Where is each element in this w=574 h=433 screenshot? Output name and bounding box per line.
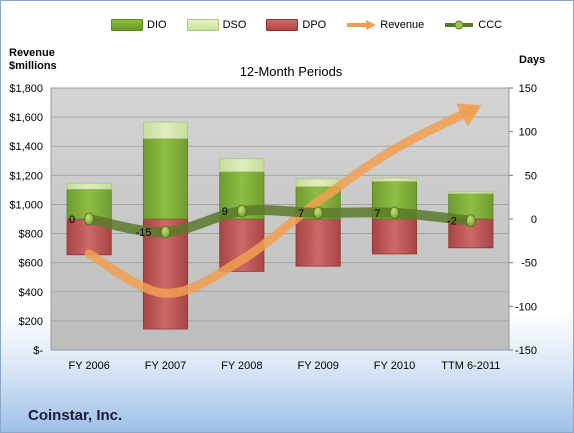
- ccc-data-label: 0: [69, 214, 75, 226]
- ccc-data-label: -2: [447, 216, 457, 228]
- legend-item-revenue: Revenue: [346, 19, 424, 31]
- category-label: FY 2007: [145, 360, 186, 372]
- legend-arrow-icon: [347, 20, 377, 30]
- right-tick-label: 0: [531, 214, 537, 226]
- legend-item-dio: DIO: [111, 19, 167, 31]
- legend-swatch-dpo: [266, 19, 299, 31]
- legend-item-dso: DSO: [186, 19, 247, 31]
- category-label: FY 2006: [68, 360, 109, 372]
- revenue-line: [84, 106, 476, 298]
- right-tick-label: 100: [519, 127, 537, 139]
- dpo-bar: [295, 218, 341, 267]
- dso-bar: [142, 121, 189, 140]
- left-tick-label: $-: [33, 345, 43, 357]
- category-label: FY 2010: [374, 360, 415, 372]
- left-tick-label: $1,400: [9, 141, 43, 153]
- plot-area: $- $200 $400 $600 $800 $1,000 $1,200 $1,400 $1,6…: [9, 83, 537, 372]
- category-label: FY 2008: [221, 360, 262, 372]
- legend-label-revenue: Revenue: [380, 19, 425, 31]
- ccc-line: [84, 205, 476, 238]
- right-tick-label: 150: [519, 83, 537, 95]
- ccc-marker: [160, 225, 171, 239]
- dso-bar: [448, 191, 494, 195]
- left-axis-title-text: Revenue $millions: [9, 47, 57, 72]
- left-tick-label: $1,000: [9, 199, 43, 211]
- chart-svg: $- $200 $400 $600 $800 $1,000 $1,200 $1,400 $1,6…: [9, 83, 537, 372]
- dso-bar: [66, 182, 112, 190]
- left-tick-label: $1,200: [9, 170, 43, 182]
- ccc-marker: [313, 206, 324, 220]
- dio-bar: [142, 138, 189, 220]
- left-tick-label: $1,600: [9, 112, 43, 124]
- ccc-data-label: -15: [136, 227, 152, 239]
- dpo-bar: [371, 218, 418, 255]
- legend-label-ccc: CCC: [478, 19, 503, 31]
- legend-swatch-dio: [111, 19, 143, 31]
- left-tick-label: $200: [19, 316, 43, 328]
- ccc-marker: [236, 204, 247, 218]
- left-tick-label: $800: [19, 229, 43, 241]
- dso-bar: [219, 158, 265, 173]
- right-tick-label: -50: [521, 258, 537, 270]
- chart-title: 12-Month Periods: [239, 64, 343, 79]
- legend-label-dso: DSO: [222, 19, 247, 31]
- ccc-data-label: 7: [298, 208, 304, 220]
- revenue-arrowhead: [456, 103, 482, 127]
- legend-label-dpo: DPO: [302, 19, 327, 31]
- right-tick-label: -100: [515, 301, 537, 313]
- left-tick-label: $600: [19, 258, 43, 270]
- right-tick-label: -150: [515, 345, 537, 357]
- right-tick-label: 50: [525, 170, 537, 182]
- legend-item-ccc: CCC: [444, 19, 502, 31]
- ccc-marker: [84, 212, 95, 226]
- ccc-marker: [465, 214, 476, 228]
- right-axis-title: Days: [519, 54, 546, 66]
- left-axis-title: Revenue $millions: [9, 47, 57, 73]
- ccc-marker: [389, 206, 400, 220]
- legend-ccc-icon: [445, 20, 474, 30]
- company-name: Coinstar, Inc.: [28, 407, 123, 424]
- legend-item-dpo: DPO: [266, 19, 326, 31]
- legend-swatch-dso: [186, 19, 219, 31]
- category-label: TTM 6-2011: [441, 360, 500, 372]
- legend: DIO DSO DPO Revenue CCC: [111, 15, 522, 35]
- left-tick-label: $1,800: [9, 83, 43, 95]
- legend-label-dio: DIO: [147, 19, 167, 31]
- ccc-data-label: 9: [222, 206, 228, 218]
- ccc-data-label: 7: [374, 208, 380, 220]
- left-tick-label: $400: [19, 287, 43, 299]
- dso-bar: [371, 177, 418, 182]
- category-label: FY 2009: [297, 360, 338, 372]
